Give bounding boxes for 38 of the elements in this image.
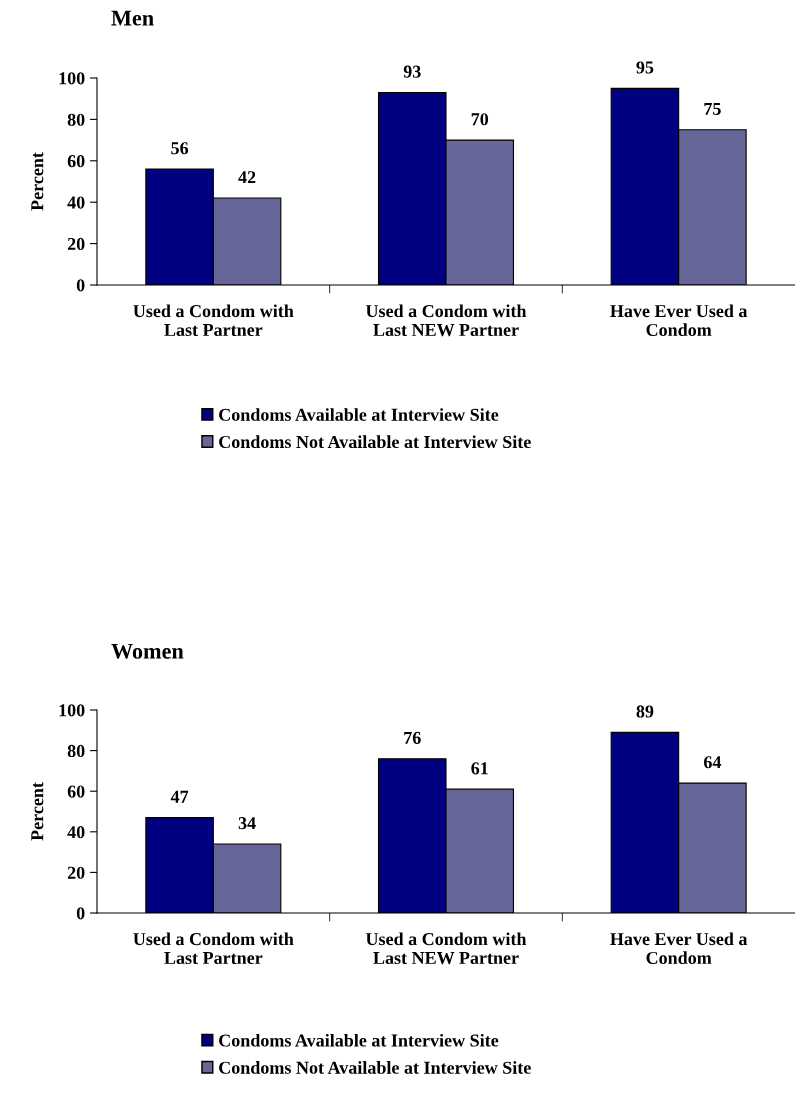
data-label: 34 xyxy=(238,817,256,830)
data-label: 42 xyxy=(238,171,256,184)
y-tick-label: 60 xyxy=(67,155,85,168)
x-tick-label: Used a Condom with Last NEW Partner xyxy=(365,932,527,965)
y-tick-label: 20 xyxy=(67,866,85,879)
y-axis-title: Percent xyxy=(31,152,44,211)
y-tick-label: 20 xyxy=(67,237,85,251)
y-tick-label: 100 xyxy=(59,72,85,85)
x-tick-label: Used a Condom with Last Partner xyxy=(133,932,294,965)
data-label: 93 xyxy=(403,65,421,78)
data-label: 70 xyxy=(471,113,489,126)
y-tick-label: 100 xyxy=(59,704,85,717)
y-tick-label: 40 xyxy=(67,196,85,209)
y-axis-title: Percent xyxy=(31,782,44,841)
data-label: 47 xyxy=(170,790,189,803)
data-label: 56 xyxy=(171,142,189,155)
data-label: 61 xyxy=(471,762,488,775)
y-tick-label: 0 xyxy=(76,279,85,292)
data-label: 76 xyxy=(404,731,421,744)
y-tick-label: 80 xyxy=(67,113,85,126)
data-label: 75 xyxy=(704,102,721,115)
legend-label: Condoms Available at Interview Site xyxy=(219,1033,499,1047)
chart-title: Women xyxy=(111,643,184,659)
y-tick-label: 60 xyxy=(67,785,85,798)
legend-label: Condoms Available at Interview Site xyxy=(219,408,499,421)
x-tick-label: Have Ever Used a Condom xyxy=(610,304,748,337)
data-label: 89 xyxy=(636,705,654,718)
y-tick-label: 0 xyxy=(76,907,85,920)
chart-title: Men xyxy=(111,10,154,26)
y-tick-label: 40 xyxy=(67,826,85,839)
legend-label: Condoms Not Available at Interview Site xyxy=(219,435,531,449)
y-tick-label: 80 xyxy=(67,744,85,758)
data-label: 64 xyxy=(703,756,722,769)
x-tick-label: Have Ever Used a Condom xyxy=(610,932,748,965)
x-tick-label: Used a Condom with Last NEW Partner xyxy=(365,304,527,337)
legend-label: Condoms Not Available at Interview Site xyxy=(219,1061,531,1074)
data-label: 95 xyxy=(636,61,654,74)
x-tick-label: Used a Condom with Last Partner xyxy=(133,304,294,337)
